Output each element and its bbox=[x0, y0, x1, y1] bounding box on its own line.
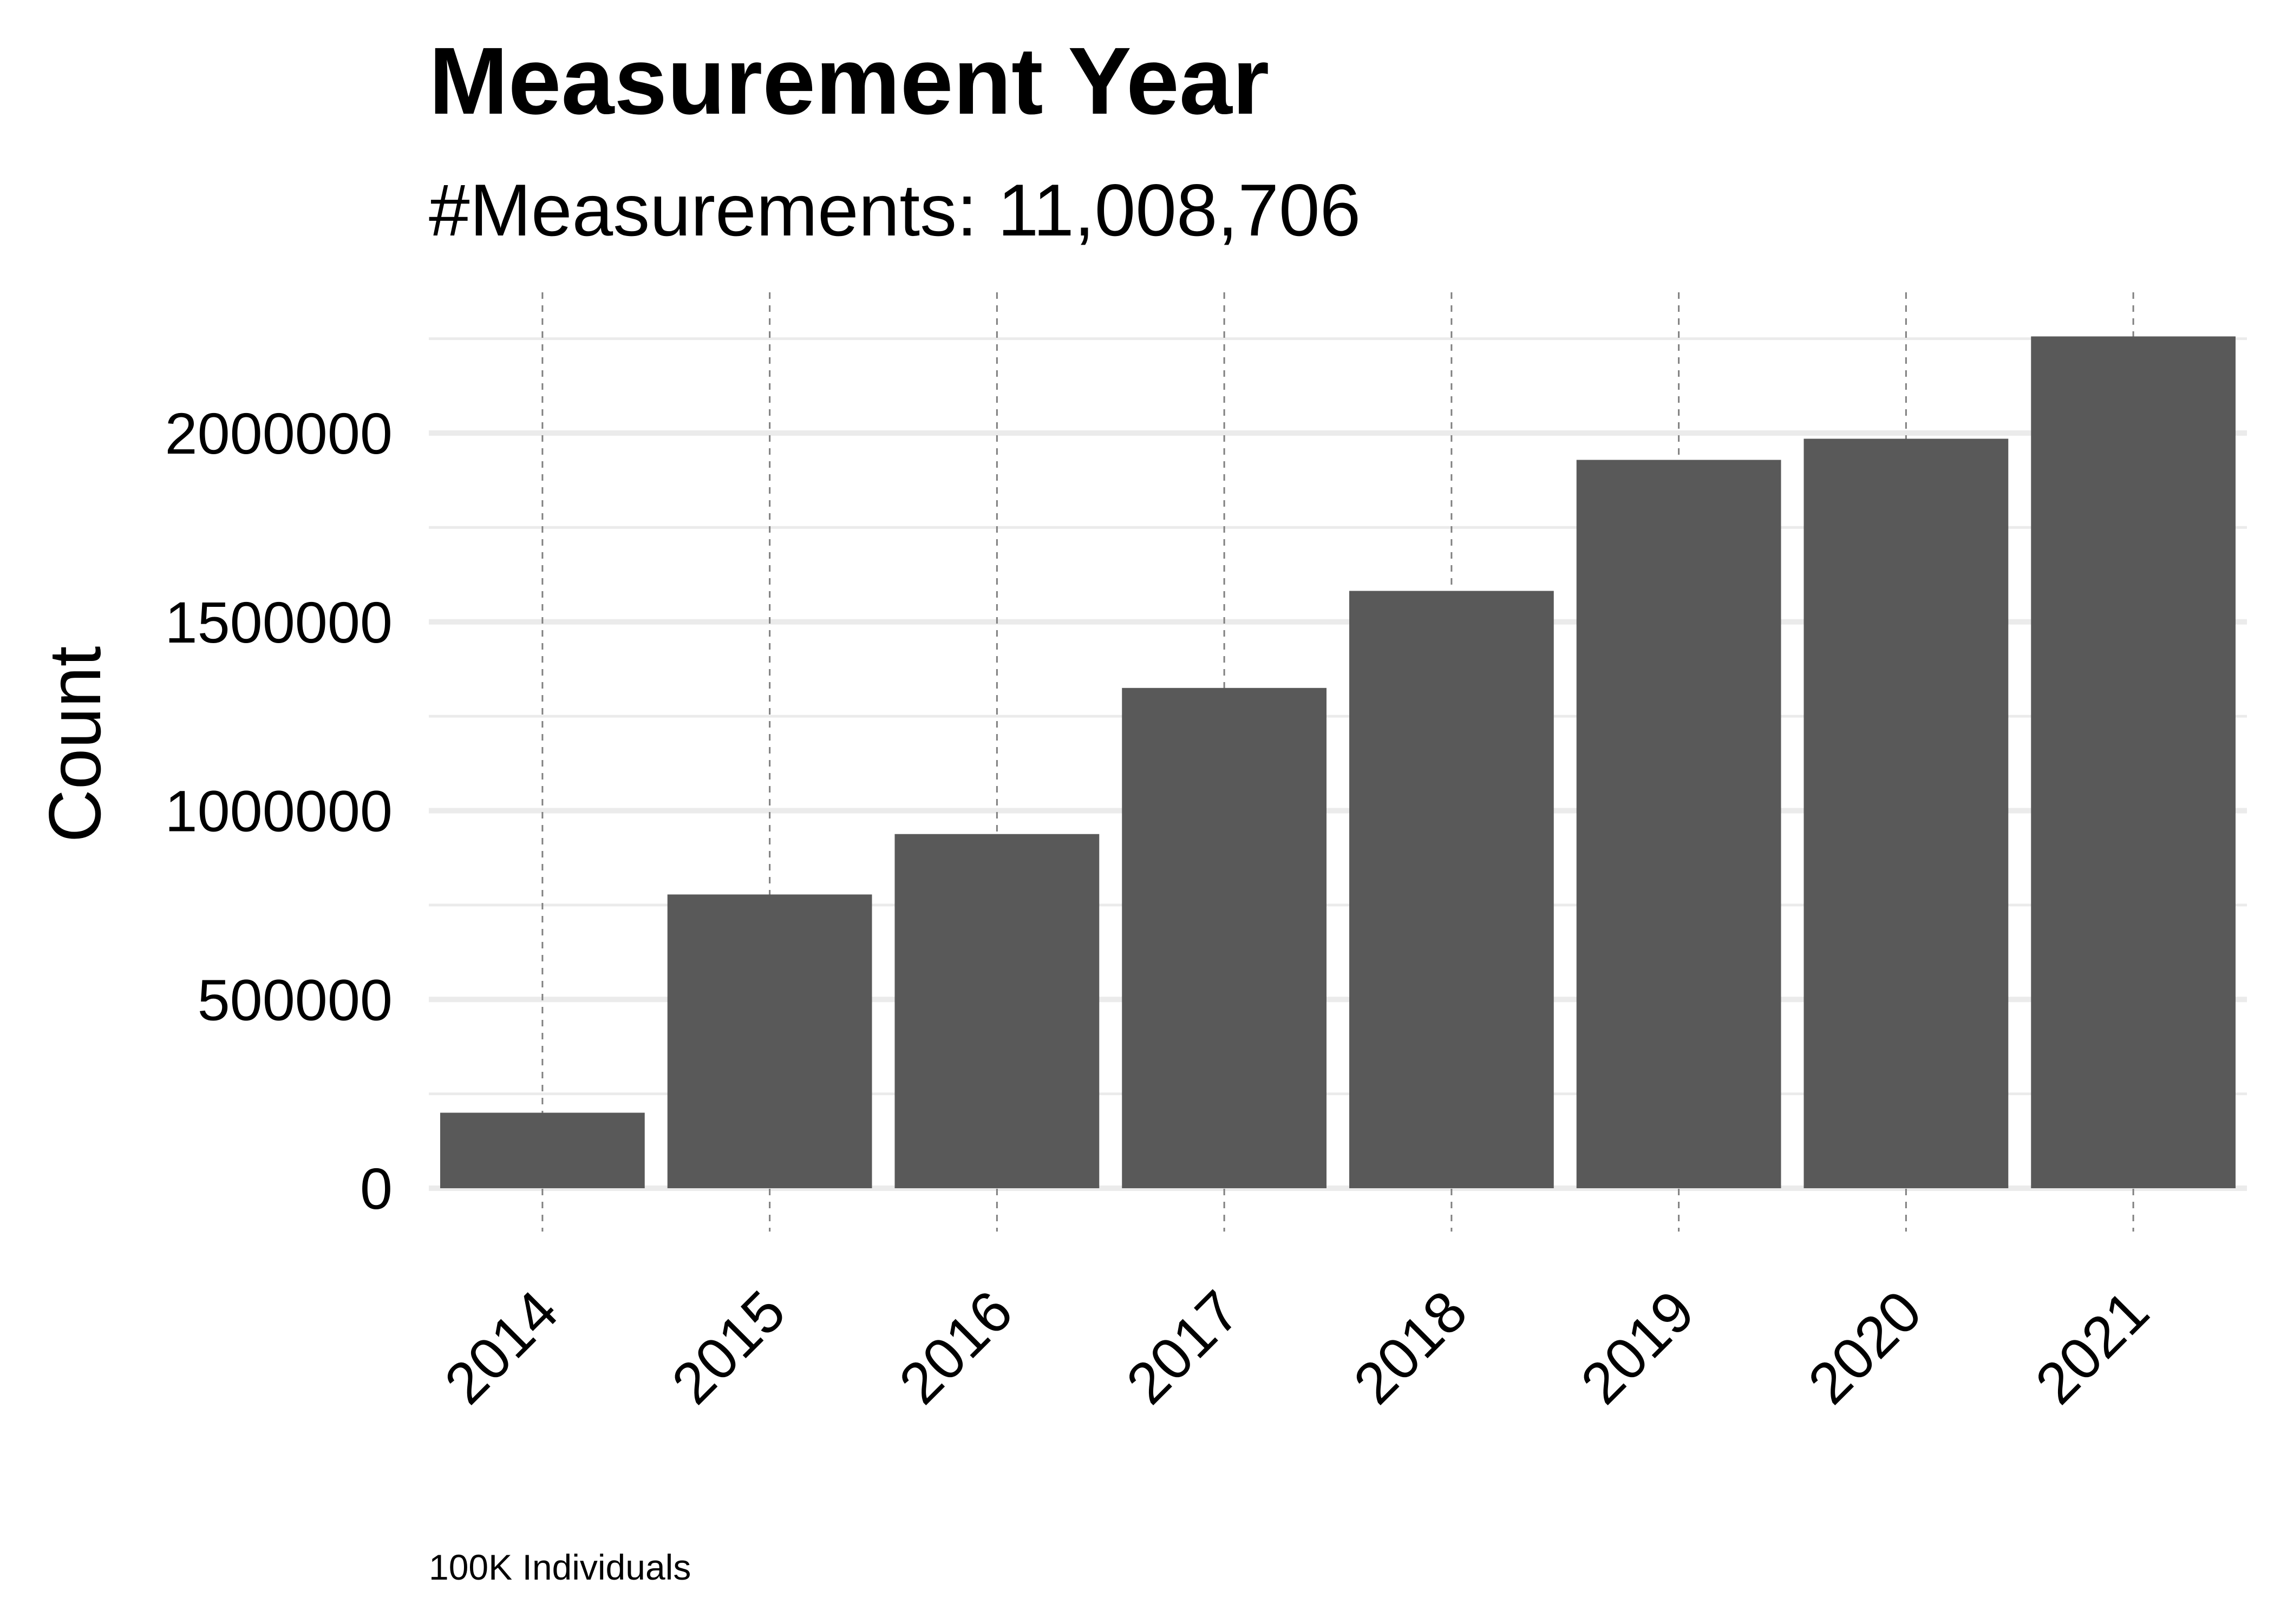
bar-2015 bbox=[667, 894, 872, 1188]
bar-2019 bbox=[1576, 460, 1781, 1189]
bar-2018 bbox=[1349, 591, 1554, 1188]
y-tick-label: 2000000 bbox=[165, 401, 393, 466]
bar-2020 bbox=[1803, 438, 2009, 1188]
x-tick-label: 2014 bbox=[432, 1278, 570, 1416]
y-axis-ticks: 0 500000 1000000 1500000 2000000 bbox=[165, 401, 393, 1221]
x-tick-label: 2015 bbox=[659, 1278, 797, 1416]
bar-2017 bbox=[1122, 687, 1327, 1188]
chart-caption: 100K Individuals bbox=[429, 1547, 691, 1587]
x-tick-label: 2017 bbox=[1114, 1278, 1252, 1416]
x-tick-label: 2020 bbox=[1795, 1278, 1933, 1416]
x-tick-label: 2021 bbox=[2023, 1278, 2161, 1416]
chart-title: Measurement Year bbox=[429, 28, 1269, 134]
chart-subtitle: #Measurements: 11,008,706 bbox=[429, 169, 1361, 251]
y-tick-label: 0 bbox=[360, 1156, 393, 1221]
x-axis-ticks: 2014 2015 2016 2017 2018 2019 2020 2021 bbox=[432, 1278, 2161, 1416]
bar-2014 bbox=[440, 1112, 645, 1188]
y-tick-label: 500000 bbox=[198, 967, 393, 1032]
y-axis-title: Count bbox=[34, 646, 116, 843]
bar-2021 bbox=[2031, 336, 2236, 1189]
bar-2016 bbox=[894, 834, 1100, 1188]
bars bbox=[440, 336, 2236, 1189]
x-tick-label: 2018 bbox=[1341, 1278, 1479, 1416]
x-tick-label: 2016 bbox=[886, 1278, 1024, 1416]
y-tick-label: 1500000 bbox=[165, 590, 393, 655]
y-tick-label: 1000000 bbox=[165, 778, 393, 844]
x-tick-label: 2019 bbox=[1568, 1278, 1706, 1416]
